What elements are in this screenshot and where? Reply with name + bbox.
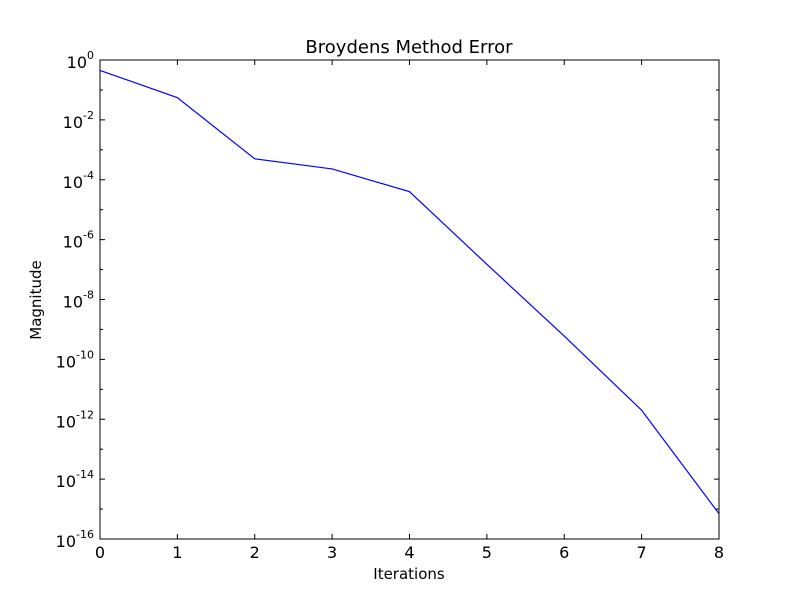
y-tick-label: 10-8 [63, 289, 94, 312]
y-axis-label: Magnitude [27, 260, 45, 339]
x-tick-label: 5 [482, 543, 492, 562]
y-tick-label: 10-4 [63, 169, 94, 192]
plot-area: 0 1 2 3 4 5 6 7 8 100 10-2 10-4 10-6 10-8 10-10 10-12 10… [56, 49, 724, 562]
y-tick-label: 10-16 [56, 528, 94, 551]
x-tick-label: 2 [250, 543, 260, 562]
x-tick-label: 7 [637, 543, 647, 562]
series-line [99, 69, 720, 515]
x-axis-label: Iterations [373, 565, 445, 583]
plot-frame [99, 59, 720, 540]
x-tick-label: 1 [172, 543, 182, 562]
chart-title: Broydens Method Error [305, 37, 513, 58]
x-tick-label: 8 [714, 543, 724, 562]
y-tick-label: 10-10 [56, 348, 94, 371]
y-tick-label: 10-14 [56, 468, 94, 491]
y-tick-label: 10-6 [63, 229, 94, 252]
x-tick-label: 4 [404, 543, 414, 562]
y-tick-label: 10-12 [56, 408, 94, 431]
x-tick-label: 6 [559, 543, 569, 562]
y-tick-label: 100 [67, 49, 94, 72]
x-tick-label: 0 [95, 543, 105, 562]
x-tick-label: 3 [327, 543, 337, 562]
y-tick-label: 10-2 [63, 109, 94, 132]
